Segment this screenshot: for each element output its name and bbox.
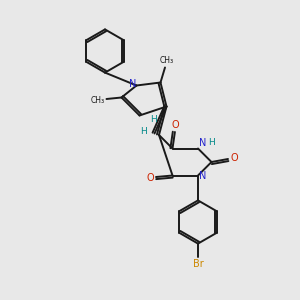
Text: N: N: [129, 79, 137, 89]
Text: Br: Br: [193, 259, 203, 269]
Text: O: O: [230, 152, 238, 163]
Text: CH₃: CH₃: [159, 56, 174, 65]
Text: CH₃: CH₃: [91, 96, 105, 105]
Text: O: O: [171, 120, 179, 130]
Text: H: H: [140, 128, 146, 136]
Text: N: N: [199, 171, 206, 182]
Text: H: H: [150, 115, 157, 124]
Text: H: H: [208, 138, 215, 147]
Text: O: O: [146, 173, 154, 184]
Text: N: N: [199, 137, 206, 148]
